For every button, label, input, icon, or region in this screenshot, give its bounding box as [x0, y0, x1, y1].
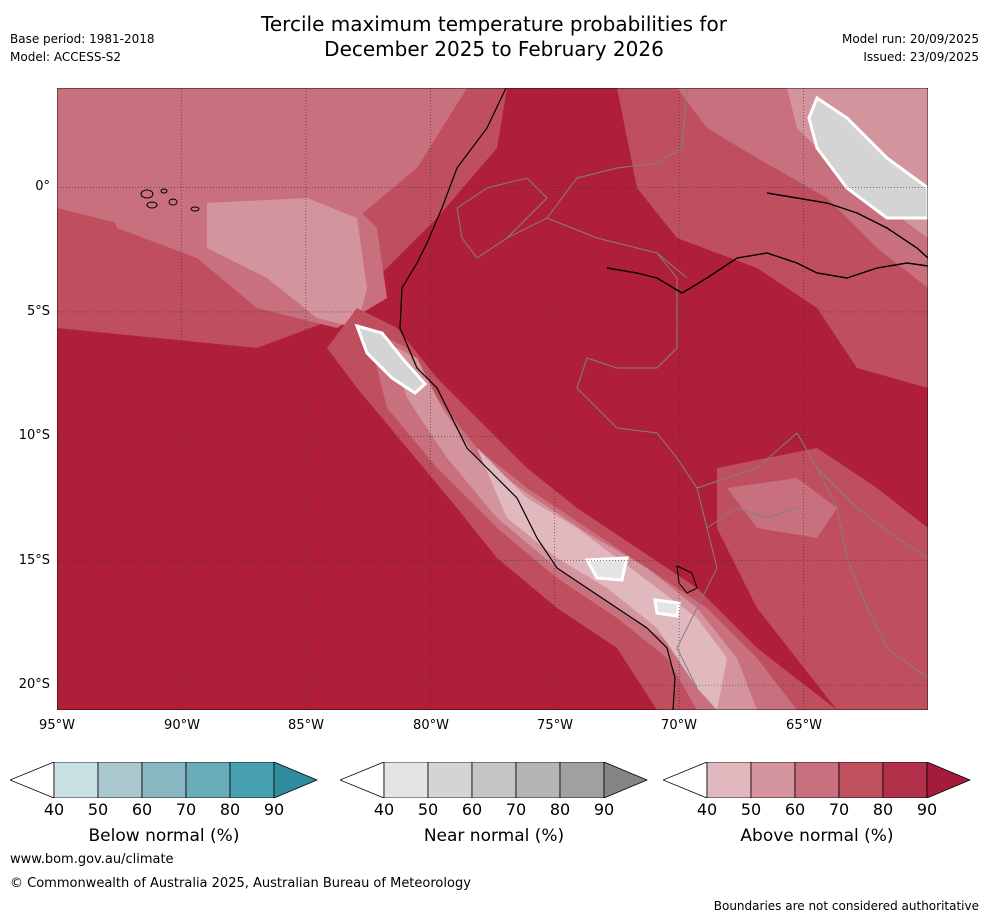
y-tick-15s: 15°S [18, 553, 50, 568]
colorbar-tick-label: 80 [219, 800, 241, 819]
colorbar-segment [141, 762, 187, 798]
x-tick-80w: 80°W [413, 718, 449, 733]
colorbar-extend-low [340, 762, 385, 798]
x-tick-75w: 75°W [537, 718, 573, 733]
x-tick-95w: 95°W [39, 718, 75, 733]
colorbar-segment [706, 762, 752, 798]
near-normal-patch-altiplano [584, 556, 629, 582]
chart-title: Tercile maximum temperature probabilitie… [0, 12, 988, 62]
colorbar-tick-label: 70 [175, 800, 197, 819]
model-name: Model: ACCESS-S2 [10, 50, 122, 64]
near-normal-patch-offshore-peru [354, 323, 428, 395]
colorbar-label-near: Near normal (%) [423, 826, 565, 846]
probability-map [57, 88, 928, 710]
colorbar-label-above: Above normal (%) [740, 826, 894, 846]
y-tick-5s: 5°S [26, 304, 50, 319]
contour-50-offshore [207, 198, 367, 328]
title-line-2: December 2025 to February 2026 [324, 37, 664, 61]
colorbar-segment [53, 762, 99, 798]
near-normal-patch-titicaca [653, 598, 681, 618]
coastline [399, 88, 676, 710]
colorbar-segment [383, 762, 429, 798]
near-normal-patch-northwest-brazil [807, 95, 928, 220]
x-tick-65w: 65°W [786, 718, 822, 733]
colorbar-extend-high [273, 762, 318, 798]
colorbar-below-normal [10, 762, 318, 798]
colorbar-extend-high [926, 762, 971, 798]
colorbar-extend-low [10, 762, 55, 798]
model-run: Model run: 20/09/2025 [841, 32, 979, 46]
website-link[interactable]: www.bom.gov.au/climate [10, 852, 174, 867]
y-tick-10s: 10°S [18, 428, 50, 443]
colorbar-tick-label: 60 [784, 800, 806, 819]
colorbar-tick-label: 70 [505, 800, 527, 819]
colorbar-segment [471, 762, 517, 798]
colorbar-tick-label: 90 [593, 800, 615, 819]
colorbar-near-normal [340, 762, 648, 798]
colorbar-segment [794, 762, 840, 798]
contour-60-bolivia [727, 478, 837, 538]
colorbar-segment [838, 762, 884, 798]
issued-date: Issued: 23/09/2025 [863, 50, 979, 64]
colorbar-segment [427, 762, 473, 798]
colorbar-segment [97, 762, 143, 798]
colorbar-tick-label: 90 [263, 800, 285, 819]
base-period: Base period: 1981-2018 [10, 32, 155, 46]
colorbar-tick-label: 80 [549, 800, 571, 819]
colorbar-segment [515, 762, 561, 798]
disclaimer-text: Boundaries are not considered authoritat… [713, 899, 979, 913]
colorbar-segment [882, 762, 928, 798]
x-tick-90w: 90°W [164, 718, 200, 733]
colorbar-above-normal [663, 762, 971, 798]
contour-70-coast [327, 308, 837, 710]
x-tick-70w: 70°W [661, 718, 697, 733]
colorbar-segment [750, 762, 796, 798]
colorbar-tick-label: 80 [872, 800, 894, 819]
colorbar-tick-label: 40 [373, 800, 395, 819]
colorbar-extend-high [603, 762, 648, 798]
y-tick-20s: 20°S [18, 677, 50, 692]
colorbar-label-below: Below normal (%) [88, 826, 240, 846]
colorbar-tick-label: 90 [916, 800, 938, 819]
country-borders [456, 88, 928, 689]
y-tick-0: 0° [35, 179, 50, 194]
colorbar-tick-label: 70 [828, 800, 850, 819]
galapagos-islands [140, 188, 200, 212]
colorbar-tick-label: 50 [417, 800, 439, 819]
colorbar-extend-low [663, 762, 708, 798]
title-line-1: Tercile maximum temperature probabilitie… [261, 12, 727, 36]
colorbar-tick-label: 50 [740, 800, 762, 819]
colorbar-segment [229, 762, 275, 798]
colorbar-tick-label: 40 [696, 800, 718, 819]
copyright-text: © Commonwealth of Australia 2025, Austra… [10, 876, 471, 891]
colorbar-tick-label: 60 [461, 800, 483, 819]
colorbar-segment [185, 762, 231, 798]
lake-titicaca [676, 565, 698, 594]
amazon-river [606, 192, 928, 294]
colorbar-tick-label: 60 [131, 800, 153, 819]
meta-left: Base period: 1981-2018 Model: ACCESS-S2 [10, 30, 155, 66]
colorbar-tick-label: 50 [87, 800, 109, 819]
meta-right: Model run: 20/09/2025 Issued: 23/09/2025 [842, 30, 979, 66]
graticule [57, 88, 928, 710]
x-tick-85w: 85°W [288, 718, 324, 733]
colorbar-tick-label: 40 [43, 800, 65, 819]
colorbar-segment [559, 762, 605, 798]
